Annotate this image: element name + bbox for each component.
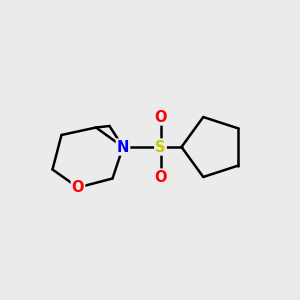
Text: O: O	[154, 110, 167, 124]
Text: O: O	[72, 180, 84, 195]
Text: N: N	[117, 140, 129, 154]
Text: S: S	[155, 140, 166, 154]
Text: O: O	[154, 169, 167, 184]
